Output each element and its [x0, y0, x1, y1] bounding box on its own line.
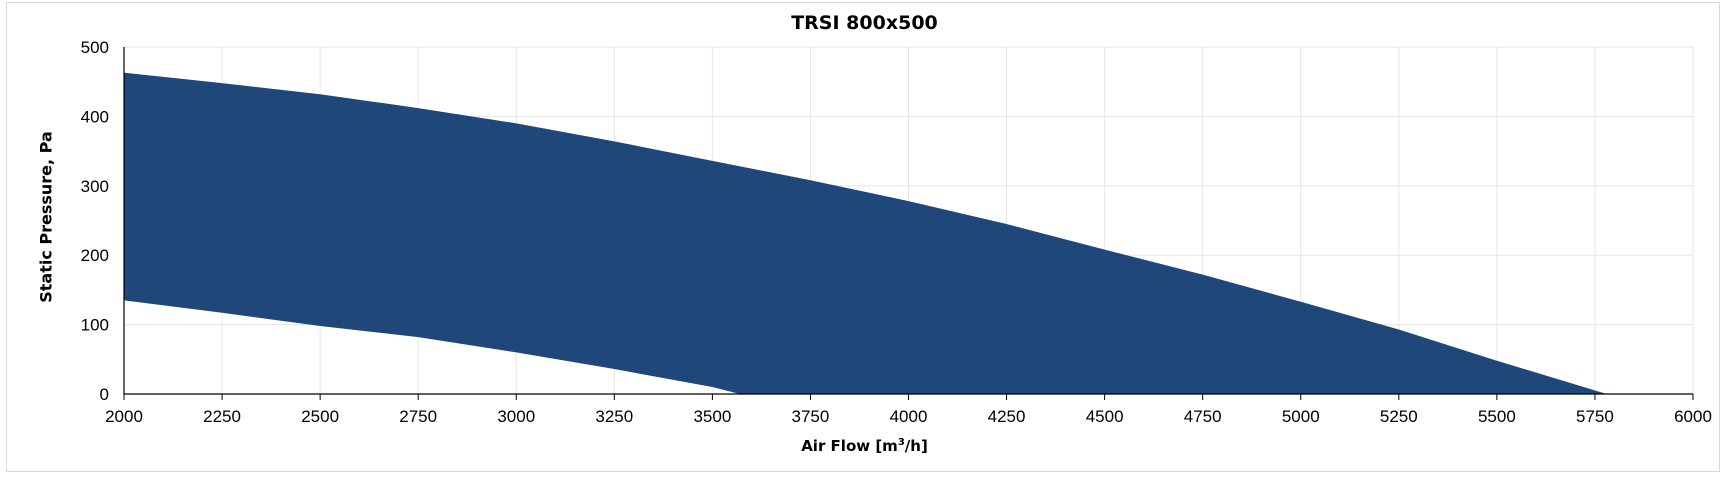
x-tick-label: 3250 — [595, 407, 633, 426]
operating-area — [124, 72, 1607, 394]
x-tick-label: 6000 — [1674, 407, 1712, 426]
x-tick-label: 2500 — [301, 407, 339, 426]
y-tick-label: 100 — [81, 316, 109, 335]
y-tick-label: 500 — [81, 38, 109, 57]
x-tick-label: 5500 — [1478, 407, 1516, 426]
x-tick-label: 5750 — [1576, 407, 1614, 426]
x-axis-label-sup: 3 — [897, 437, 905, 448]
x-tick-label: 3750 — [792, 407, 830, 426]
x-tick-label: 2750 — [399, 407, 437, 426]
y-tick-labels: 0 100 200 300 400 500 — [81, 38, 109, 404]
x-tick-label: 4750 — [1184, 407, 1222, 426]
y-tick-label: 400 — [81, 107, 109, 126]
x-tick-label: 5250 — [1380, 407, 1418, 426]
chart-title: TRSI 800x500 — [791, 12, 938, 34]
y-tick-label: 200 — [81, 246, 109, 265]
x-tick-labels: 2000 2250 2500 2750 3000 3250 3500 3750 4000 4250… — [105, 407, 1712, 426]
x-tick-label: 2250 — [203, 407, 241, 426]
x-tick-label: 4000 — [890, 407, 928, 426]
y-axis-label: Static Pressure, Pa — [36, 131, 56, 303]
y-tick-label: 300 — [81, 177, 109, 196]
x-tick-label: 4500 — [1086, 407, 1124, 426]
x-axis-label-prefix: Air Flow [m — [801, 437, 898, 455]
x-tick-label: 2000 — [105, 407, 143, 426]
x-tick-label: 4250 — [988, 407, 1026, 426]
x-tick-label: 5000 — [1282, 407, 1320, 426]
x-axis-label-suffix: /h] — [904, 437, 928, 455]
y-tick-label: 0 — [100, 385, 109, 404]
axes — [123, 47, 1694, 400]
x-tick-label: 3500 — [693, 407, 731, 426]
x-axis-label: Air Flow [m3/h] — [0, 437, 1729, 455]
x-tick-label: 3000 — [497, 407, 535, 426]
